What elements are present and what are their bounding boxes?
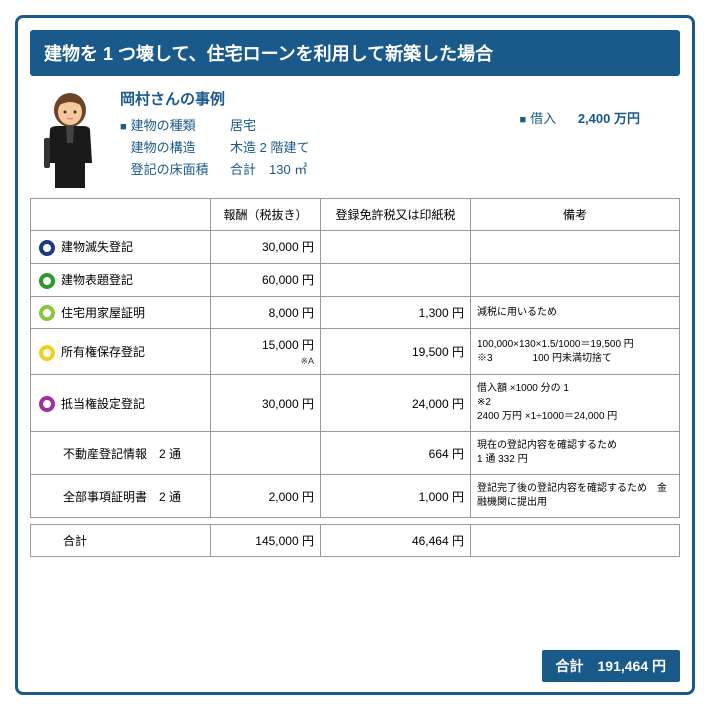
case-info: 岡村さんの事例 ■建物の種類居宅■建物の構造木造 2 階建て■登記の床面積合計 … bbox=[110, 88, 680, 188]
table-row: 不動産登記情報 2 通664 円現在の登記内容を確認するため1 通 332 円 bbox=[31, 432, 680, 475]
circle-icon bbox=[39, 273, 55, 289]
table-header: 報酬（税抜き） bbox=[211, 199, 321, 231]
square-marker-icon: ■ bbox=[520, 114, 527, 126]
document-container: 建物を 1 つ壊して、住宅ローンを利用して新築した場合 岡村さんの事例 ■建物の… bbox=[15, 15, 695, 695]
table-row: 所有権保存登記15,000 円※A19,500 円100,000×130×1.5… bbox=[31, 329, 680, 375]
table-row: 建物滅失登記30,000 円 bbox=[31, 231, 680, 264]
case-name: 岡村さんの事例 bbox=[120, 88, 680, 109]
circle-icon bbox=[39, 240, 55, 256]
title-bar: 建物を 1 つ壊して、住宅ローンを利用して新築した場合 bbox=[30, 30, 680, 76]
circle-icon bbox=[39, 345, 55, 361]
subtotal-label: 合計 bbox=[31, 525, 211, 557]
table-header bbox=[31, 199, 211, 231]
table-header: 登録免許税又は印紙税 bbox=[321, 199, 471, 231]
table-row: 抵当権設定登記30,000 円24,000 円借入額 ×1000 分の 1※22… bbox=[31, 375, 680, 432]
grand-total-badge: 合計 191,464 円 bbox=[542, 650, 681, 682]
table-row: 住宅用家屋証明8,000 円1,300 円減税に用いるため bbox=[31, 296, 680, 329]
subtotal-table: 合計 145,000 円 46,464 円 bbox=[30, 524, 680, 557]
info-row: ■登記の床面積合計 130 ㎡ bbox=[120, 159, 680, 181]
fee-table: 報酬（税抜き）登録免許税又は印紙税備考 建物滅失登記30,000 円建物表題登記… bbox=[30, 198, 680, 518]
subtotal-tax: 46,464 円 bbox=[321, 525, 471, 557]
case-section: 岡村さんの事例 ■建物の種類居宅■建物の構造木造 2 階建て■登記の床面積合計 … bbox=[30, 88, 680, 188]
avatar bbox=[30, 88, 110, 188]
table-header: 備考 bbox=[471, 199, 680, 231]
circle-icon bbox=[39, 305, 55, 321]
table-row: 全部事項証明書 2 通2,000 円1,000 円登記完了後の登記内容を確認する… bbox=[31, 475, 680, 518]
circle-icon bbox=[39, 396, 55, 412]
info-row: ■建物の構造木造 2 階建て bbox=[120, 137, 680, 159]
loan-info: ■借入 2,400 万円 bbox=[520, 108, 640, 127]
loan-value: 2,400 万円 bbox=[578, 111, 640, 126]
table-row: 建物表題登記60,000 円 bbox=[31, 263, 680, 296]
subtotal-fee: 145,000 円 bbox=[211, 525, 321, 557]
